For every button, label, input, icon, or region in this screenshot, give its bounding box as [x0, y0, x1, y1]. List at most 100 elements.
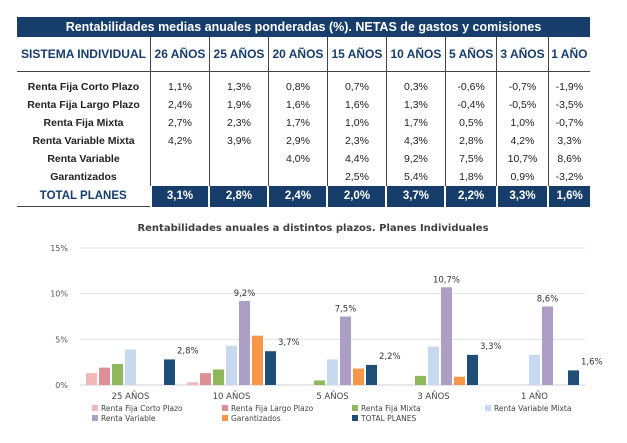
bar — [265, 351, 276, 385]
bar — [239, 300, 250, 385]
cell-value: 4,2% — [496, 132, 549, 150]
bar — [125, 349, 136, 385]
column-header: 5 AÑOS — [445, 37, 498, 72]
total-value: 3,1% — [149, 186, 210, 207]
chart-title: Rentabilidades anuales a distintos plazo… — [137, 223, 488, 234]
cell-value — [209, 150, 269, 168]
cell-value: 1,3% — [386, 96, 446, 114]
bar — [366, 364, 377, 385]
legend-label: Garantizados — [231, 414, 281, 423]
cell-value: 0,8% — [268, 71, 328, 96]
row-label: Renta Fija Largo Plazo — [17, 96, 151, 114]
cell-value: 9,2% — [386, 150, 446, 168]
cell-value: 7,5% — [445, 150, 498, 168]
total-value: 2,8% — [208, 186, 269, 207]
cell-value: 3,9% — [209, 132, 269, 150]
table-row: Renta Variable Mixta 4,2% 3,9% 2,9% 2,3% 4,3%… — [17, 132, 590, 150]
bar — [112, 363, 123, 385]
y-tick-label: 15% — [50, 244, 68, 253]
bar — [86, 373, 97, 385]
bar — [327, 359, 338, 385]
bar — [353, 368, 364, 385]
cell-value: 1,8% — [445, 168, 498, 186]
row-label: Garantizados — [17, 168, 151, 186]
cell-value: -1,9% — [555, 81, 584, 93]
cell-value: 0,3% — [386, 71, 446, 96]
total-value: 3,7% — [385, 186, 446, 207]
column-header: 15 AÑOS — [327, 37, 387, 72]
cell-value: 1,3% — [209, 71, 269, 96]
cell-value: 1,9% — [209, 96, 269, 114]
legend-label: Renta Variable — [101, 414, 156, 423]
table-title: Rentabilidades medias anuales ponderadas… — [17, 17, 590, 37]
total-value: 2,4% — [267, 186, 328, 207]
bar — [226, 345, 237, 385]
bar — [200, 373, 211, 385]
column-header: 25 AÑOS — [209, 37, 269, 72]
cell-value: 1,0% — [327, 114, 387, 132]
column-header: 10 AÑOS — [386, 37, 446, 72]
data-label: 8,6% — [537, 294, 559, 304]
bar — [441, 287, 452, 385]
cell-value: 10,7% — [496, 150, 549, 168]
cell-value: 2,3% — [209, 114, 269, 132]
total-value: 3,3% — [495, 186, 549, 207]
bar — [340, 316, 351, 385]
cell-value — [150, 168, 210, 186]
cell-value: 4,3% — [386, 132, 446, 150]
x-tick-label: 25 AÑOS — [112, 391, 150, 402]
bar — [568, 370, 579, 385]
cell-value: 8,6% — [557, 153, 582, 165]
bar — [187, 382, 198, 385]
legend-label: Renta Fija Largo Plazo — [231, 404, 314, 413]
total-label: TOTAL PLANES — [17, 186, 151, 207]
data-label: 10,7% — [433, 275, 460, 285]
cell-value — [150, 150, 210, 168]
cell-value: -3,5% — [555, 99, 584, 111]
cell-value: 3,3% — [557, 135, 582, 147]
column-header: 1 AÑO — [548, 37, 590, 72]
cell-value: 1,7% — [268, 114, 328, 132]
returns-table: Rentabilidades medias anuales ponderadas… — [17, 17, 590, 207]
cell-value: -0,7% — [496, 71, 549, 96]
cell-value: 0,9% — [496, 168, 549, 186]
data-label: 9,2% — [234, 289, 256, 299]
bar — [467, 354, 478, 385]
bar — [252, 335, 263, 385]
y-tick-label: 10% — [50, 290, 68, 299]
legend-swatch — [92, 415, 98, 421]
cell-value — [209, 168, 269, 186]
cell-value: 2,9% — [268, 132, 328, 150]
table-row: Renta Fija Corto Plazo 1,1% 1,3% 0,8% 0,7% 0,… — [17, 71, 590, 96]
x-tick-label: 5 AÑOS — [316, 391, 348, 402]
bar — [428, 346, 439, 385]
table-row: Renta Variable 4,0% 4,4% 9,2% 7,5% 10,7% 8,6% — [17, 150, 590, 168]
cell-value: 5,4% — [386, 168, 446, 186]
bar — [213, 369, 224, 385]
cell-value: 2,4% — [150, 96, 210, 114]
row-header-label: SISTEMA INDIVIDUAL — [17, 37, 151, 72]
cell-value: 1,6% — [268, 96, 328, 114]
cell-value: -3,2% — [555, 171, 584, 183]
y-tick-label: 5% — [55, 335, 68, 344]
cell-value: -0,7% — [555, 117, 584, 129]
total-value: 1,6% — [547, 186, 590, 207]
bar — [99, 367, 110, 385]
cell-value: 0,7% — [327, 71, 387, 96]
bar — [314, 380, 325, 385]
bar-chart: Rentabilidades anuales a distintos plazo… — [50, 223, 603, 423]
legend-label: Renta Fija Mixta — [361, 404, 421, 413]
cell-value: -0,5% — [496, 96, 549, 114]
legend-swatch — [352, 405, 358, 411]
data-label: 2,8% — [177, 346, 199, 356]
legend-swatch — [222, 415, 228, 421]
bar — [454, 376, 465, 385]
cell-value: 2,7% — [150, 114, 210, 132]
data-label: 1,6% — [581, 357, 603, 367]
cell-value: 1,1% — [150, 71, 210, 96]
bar — [164, 359, 175, 385]
legend-swatch — [222, 405, 228, 411]
row-label: Renta Fija Mixta — [17, 114, 151, 132]
data-label: 3,3% — [480, 342, 502, 352]
table-row: Garantizados 2,5% 5,4% 1,8% 0,9% -3,2% — [17, 168, 590, 186]
